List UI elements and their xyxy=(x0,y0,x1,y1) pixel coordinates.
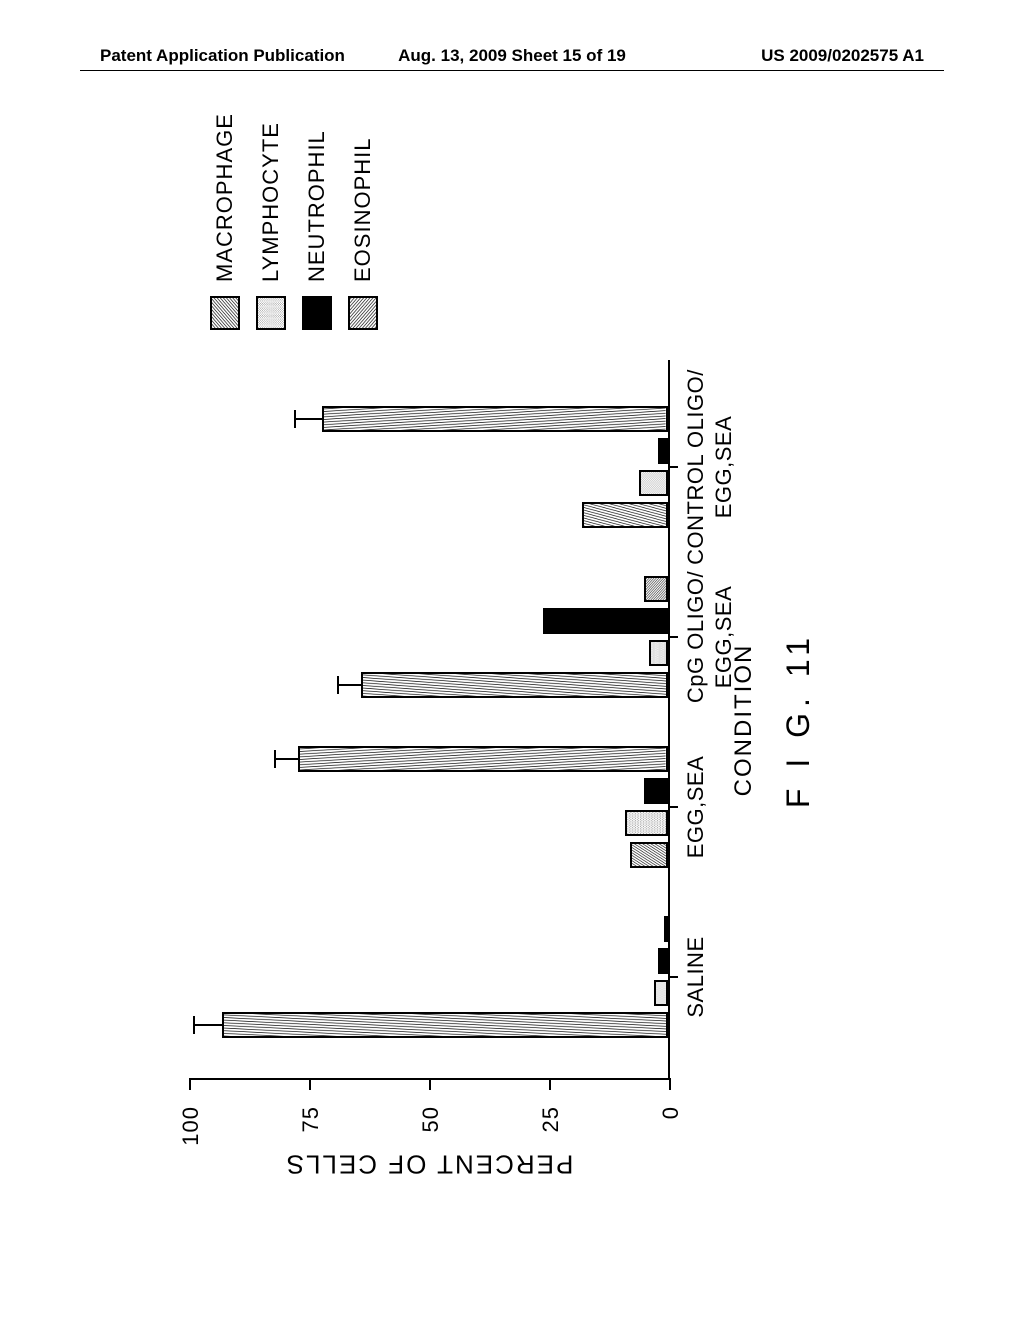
legend-label: MACROPHAGE xyxy=(212,113,238,282)
legend-row-macrophage: MACROPHAGE xyxy=(210,113,240,330)
x-tick xyxy=(668,466,678,468)
error-bar xyxy=(276,758,300,760)
legend-row-eosinophil: EOSINOPHIL xyxy=(348,113,378,330)
legend-swatch-lymphocyte xyxy=(256,296,286,330)
x-axis-title: CONDITION xyxy=(730,360,758,1080)
x-tick-label: CONTROL OLIGO/ EGG,SEA xyxy=(682,369,737,565)
x-tick-label: CpG OLIGO/ EGG,SEA xyxy=(682,571,737,703)
y-tick: 100 xyxy=(189,1078,191,1090)
legend-swatch-eosinophil xyxy=(348,296,378,330)
bar-eosinophil xyxy=(298,746,668,772)
y-tick-label: 50 xyxy=(418,1106,444,1132)
x-tick xyxy=(668,636,678,638)
error-bar xyxy=(195,1024,224,1026)
y-tick: 50 xyxy=(429,1078,431,1090)
legend-label: EOSINOPHIL xyxy=(350,138,376,282)
bar-eosinophil xyxy=(322,406,668,432)
legend-swatch-neutrophil xyxy=(302,296,332,330)
bar-lymphocyte xyxy=(649,640,668,666)
x-tick xyxy=(668,806,678,808)
x-tick xyxy=(668,976,678,978)
header-right: US 2009/0202575 A1 xyxy=(761,46,924,66)
bar-neutrophil xyxy=(658,438,668,464)
y-tick-label: 25 xyxy=(538,1106,564,1132)
bar-eosinophil xyxy=(664,916,668,942)
bar-neutrophil xyxy=(543,608,668,634)
legend-row-neutrophil: NEUTROPHIL xyxy=(302,113,332,330)
bar-lymphocyte xyxy=(625,810,668,836)
figure-caption: F I G. 11 xyxy=(780,360,817,1080)
legend-label: LYMPHOCYTE xyxy=(258,122,284,282)
bar-neutrophil xyxy=(658,948,668,974)
bar-macrophage xyxy=(361,672,668,698)
bar-lymphocyte xyxy=(639,470,668,496)
y-axis-label: PERCENT OF CELLS xyxy=(285,1149,574,1180)
legend-label: NEUTROPHIL xyxy=(304,130,330,282)
plot-area: PERCENT OF CELLS 0255075100SALINEEGG,SEA… xyxy=(190,360,670,1080)
error-bar xyxy=(296,418,325,420)
y-tick: 25 xyxy=(549,1078,551,1090)
y-tick-label: 0 xyxy=(658,1106,684,1119)
bar-lymphocyte xyxy=(654,980,668,1006)
header-center: Aug. 13, 2009 Sheet 15 of 19 xyxy=(398,46,626,66)
bar-chart: PERCENT OF CELLS 0 25 50 75 100 SALINE EGG,SEA… xyxy=(170,120,850,1200)
y-tick: 75 xyxy=(309,1078,311,1090)
x-tick-label: SALINE xyxy=(682,936,710,1017)
header-rule xyxy=(80,70,944,71)
bar-macrophage xyxy=(222,1012,668,1038)
y-tick-label: 100 xyxy=(178,1106,204,1146)
legend: MACROPHAGE LYMPHOCYTE NEUTROPHIL EOSINOPHIL xyxy=(210,113,394,330)
x-tick-label: EGG,SEA xyxy=(682,756,710,859)
legend-swatch-macrophage xyxy=(210,296,240,330)
bar-eosinophil xyxy=(644,576,668,602)
y-tick: 0 xyxy=(669,1078,671,1090)
bar-neutrophil xyxy=(644,778,668,804)
chart-container: PERCENT OF CELLS 0 25 50 75 100 SALINE EGG,SEA… xyxy=(170,120,850,1200)
legend-row-lymphocyte: LYMPHOCYTE xyxy=(256,113,286,330)
bar-macrophage xyxy=(630,842,668,868)
header-left: Patent Application Publication xyxy=(100,46,345,66)
error-bar xyxy=(339,684,363,686)
y-tick-label: 75 xyxy=(298,1106,324,1132)
bar-macrophage xyxy=(582,502,668,528)
